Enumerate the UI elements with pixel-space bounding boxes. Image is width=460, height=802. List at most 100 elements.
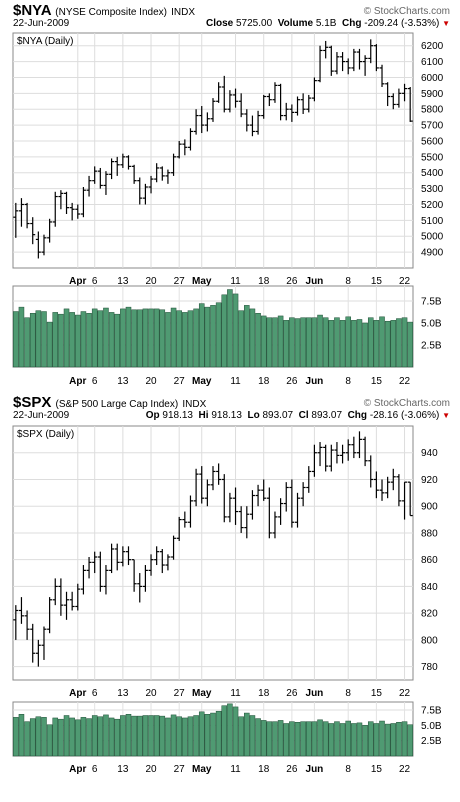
- spx-ohlc-bar: [154, 546, 160, 566]
- nya-volume-bar: [255, 313, 261, 368]
- spx-volume-bar: [13, 717, 19, 757]
- spx-vol-x-tick-label: May: [192, 764, 212, 775]
- spx-volume-bar: [58, 718, 64, 757]
- nya-volume-tick-label: 2.5B: [421, 340, 442, 351]
- nya-ohlc-bar: [210, 98, 216, 122]
- spx-volume-bar: [75, 719, 81, 757]
- nya-ohlc-bar: [13, 202, 19, 238]
- spx-panel-label: $SPX (Daily): [17, 429, 74, 440]
- nya-ohlc-bar: [142, 183, 148, 205]
- spx-ohlc-bar: [373, 471, 379, 499]
- nya-volume-bar: [159, 309, 166, 368]
- nya-ohlc-bar: [272, 82, 278, 103]
- spx-ohlc-bar: [182, 511, 188, 528]
- nya-volume-bar: [244, 305, 250, 368]
- nya-price-tick-label: 6200: [421, 41, 444, 52]
- nya-vol-x-tick-label: 6: [92, 376, 98, 387]
- nya-volume-bar: [334, 317, 340, 368]
- spx-ohlc-bar: [41, 626, 47, 660]
- spx-symbol: $SPX: [13, 394, 52, 411]
- spx-ohlc-bar: [69, 591, 75, 611]
- nya-volume-bar: [367, 317, 374, 368]
- spx-volume-bar: [125, 714, 132, 757]
- spx-volume-bar: [159, 715, 166, 757]
- spx-volume-bar: [103, 714, 109, 757]
- nya-x-tick-label: 6: [92, 276, 98, 287]
- spx-vol-x-tick-label: 6: [92, 764, 98, 775]
- spx-volume-bar: [120, 715, 126, 757]
- spx-ohlc-bar: [362, 436, 368, 467]
- spx-vol-x-tick-label: 20: [145, 764, 157, 775]
- spx-price-tick-label: 820: [421, 609, 438, 620]
- nya-chart-svg: 4900 5000 5100 5200 5300 5400 5500 5600 5700 5800…: [12, 32, 444, 387]
- nya-volume-bar: [170, 307, 177, 368]
- nya-volume-bar: [221, 294, 228, 368]
- nya-close-value: 5725.00: [235, 18, 273, 29]
- nya-ohlc-bar: [193, 109, 199, 135]
- nya-volume-bar: [232, 293, 239, 368]
- nya-volume-bar: [407, 321, 413, 368]
- nya-x-tick-label: 8: [345, 276, 351, 287]
- spx-exchange: INDX: [182, 399, 207, 410]
- spx-price-tick-label: 900: [421, 502, 438, 513]
- nya-ohlc-bar: [41, 234, 47, 256]
- spx-header: $SPX (S&P 500 Large Cap Index) INDX: [13, 394, 206, 411]
- nya-vol-x-tick-label: May: [192, 376, 212, 387]
- spx-volume-bar: [373, 723, 380, 757]
- nya-volume-value: 5.1B: [315, 18, 337, 29]
- spx-ohlc-bar: [52, 578, 58, 606]
- nya-price-tick-label: 5000: [421, 232, 444, 243]
- nya-volume-bar: [46, 321, 53, 368]
- spx-volume-bar: [114, 718, 120, 757]
- spx-ohlc-bar: [278, 498, 284, 525]
- spx-volume-bar: [46, 724, 53, 757]
- spx-ohlc-bar: [379, 479, 385, 501]
- nya-volume-bar: [29, 313, 36, 368]
- nya-volume-bar: [148, 308, 154, 368]
- nya-volume-bar: [379, 316, 385, 368]
- spx-chg-label: Chg: [347, 410, 368, 421]
- spx-volume-bar: [266, 721, 273, 757]
- spx-ohlc-bar: [58, 578, 64, 616]
- nya-volume-bar: [384, 320, 391, 368]
- nya-ohlc-bar: [351, 48, 357, 72]
- spx-volume-bar: [294, 722, 301, 757]
- spx-ohlc-bar: [13, 605, 19, 640]
- spx-ohlc-bar: [255, 484, 261, 507]
- spx-volume-bar: [91, 715, 98, 757]
- spx-volume-bar: [215, 710, 222, 757]
- spx-x-tick-label: 22: [399, 688, 411, 699]
- spx-volume-bar: [41, 717, 47, 757]
- nya-ohlc-bar: [69, 202, 75, 221]
- nya-ohlc-bar: [368, 39, 374, 64]
- spx-vol-x-tick-label: 13: [117, 764, 129, 775]
- spx-volume-tick-label: 7.5B: [421, 705, 442, 716]
- nya-ohlc-bar: [97, 167, 103, 189]
- nya-ohlc-bar: [47, 218, 53, 243]
- spx-ohlc-bar: [283, 482, 289, 512]
- nya-volume-bar: [176, 310, 182, 368]
- spx-volume-bar: [390, 723, 397, 757]
- spx-volume-bar: [227, 703, 233, 757]
- spx-vol-x-tick-label: 11: [230, 764, 241, 775]
- nya-ohlc-bar: [255, 110, 261, 135]
- spx-ohlc-bar: [238, 506, 244, 533]
- nya-ohlc-bar: [362, 55, 368, 76]
- spx-index-name: (S&P 500 Large Cap Index): [55, 399, 179, 410]
- spx-volume-bar: [362, 725, 368, 757]
- spx-volume-bar: [69, 717, 75, 757]
- nya-x-tick-label: 20: [145, 276, 157, 287]
- spx-volume-bar: [249, 715, 256, 757]
- spx-volume-bar: [35, 716, 42, 757]
- spx-ohlc-bar: [390, 468, 396, 491]
- spx-close-value: 893.07: [311, 410, 343, 421]
- spx-close-label: Cl: [298, 410, 309, 421]
- spx-volume-bar: [356, 722, 363, 757]
- spx-ohlc-bar: [86, 557, 92, 579]
- spx-ohlc-bar: [187, 495, 193, 528]
- spx-x-tick-label: 6: [92, 688, 98, 699]
- spx-open-label: Op: [145, 410, 160, 421]
- nya-header: $NYA (NYSE Composite Index) INDX: [13, 2, 195, 19]
- nya-volume-bar: [266, 317, 273, 368]
- spx-x-tick-label: Jun: [306, 688, 324, 699]
